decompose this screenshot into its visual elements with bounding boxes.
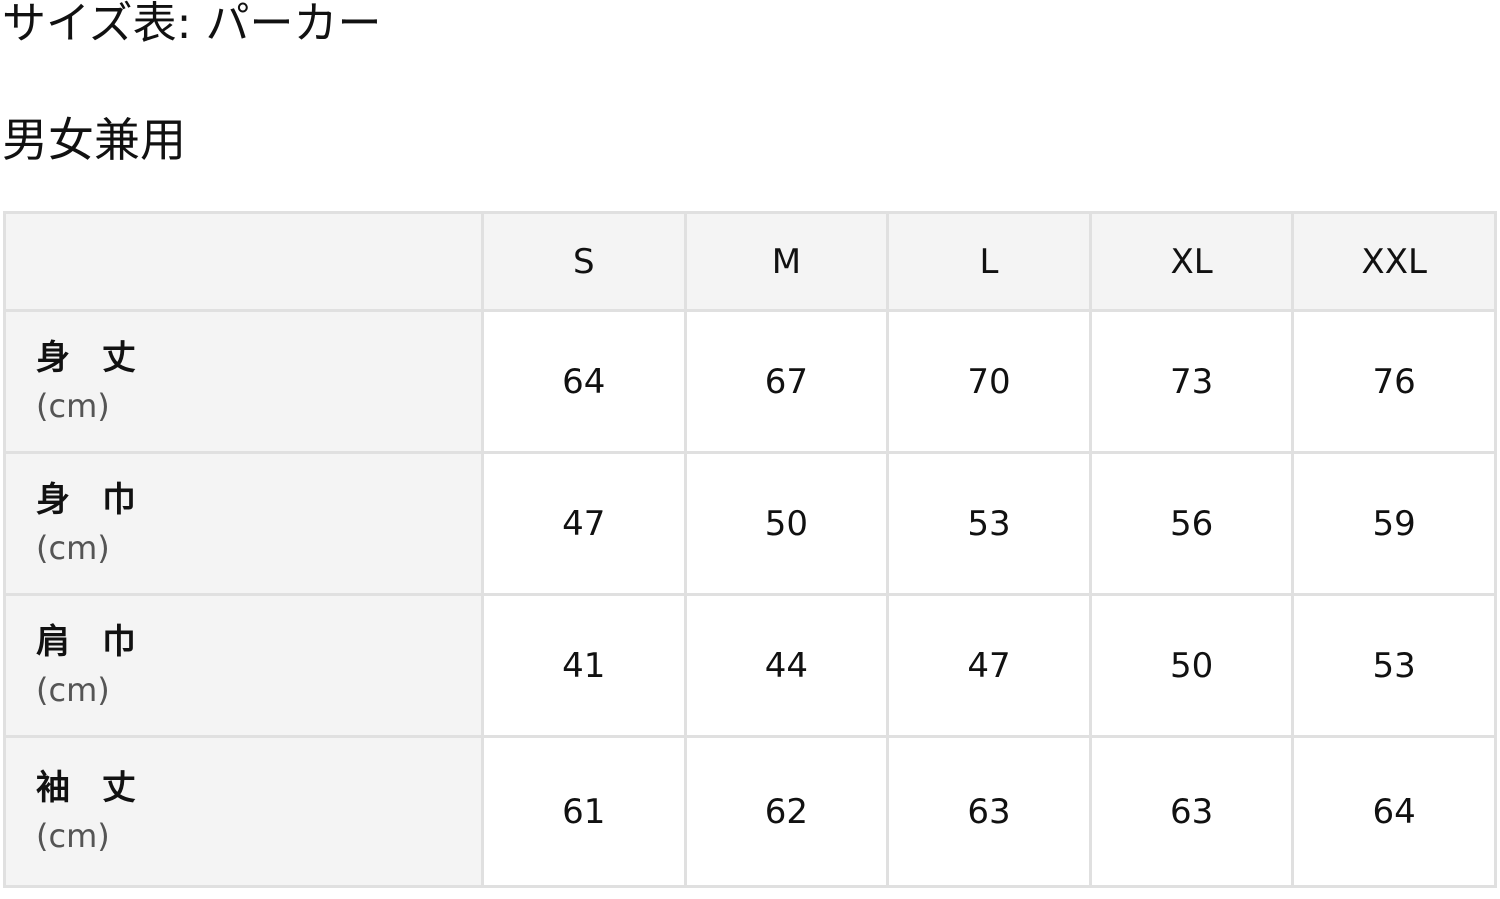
- page-title: サイズ表: パーカー: [2, 0, 382, 49]
- value-cell: 63: [886, 735, 1092, 888]
- value-cell: 62: [683, 735, 890, 888]
- value-cell: 50: [683, 451, 890, 596]
- value-cell: 76: [1291, 309, 1497, 454]
- measurement-unit: (cm): [36, 528, 110, 567]
- value-cell: 73: [1088, 309, 1295, 454]
- table-row: 身 巾 (cm) 47 50 53 56 59: [3, 451, 1497, 596]
- header-cell-xl: XL: [1088, 211, 1295, 312]
- value-cell: 64: [1291, 735, 1497, 888]
- table-row: 身 丈 (cm) 64 67 70 73 76: [3, 309, 1497, 454]
- value-cell: 63: [1088, 735, 1295, 888]
- header-cell-xxl: XXL: [1291, 211, 1497, 312]
- value-cell: 53: [886, 451, 1092, 596]
- table-row: 肩 巾 (cm) 41 44 47 50 53: [3, 593, 1497, 738]
- measurement-unit: (cm): [36, 386, 110, 425]
- value-cell: 44: [683, 593, 890, 738]
- header-cell-empty: [3, 211, 484, 312]
- row-label: 肩 巾 (cm): [3, 593, 483, 738]
- row-label: 身 丈 (cm): [3, 309, 483, 454]
- measurement-name: 身 丈: [36, 337, 146, 378]
- value-cell: 47: [481, 451, 687, 596]
- header-cell-s: S: [481, 211, 687, 312]
- table-row: 袖 丈 (cm) 61 62 63 63 64: [3, 735, 1497, 888]
- header-cell-m: M: [683, 211, 890, 312]
- value-cell: 47: [886, 593, 1092, 738]
- value-cell: 41: [481, 593, 687, 738]
- row-label: 袖 丈 (cm): [3, 735, 483, 888]
- header-cell-l: L: [886, 211, 1092, 312]
- value-cell: 50: [1088, 593, 1295, 738]
- value-cell: 59: [1291, 451, 1497, 596]
- value-cell: 67: [683, 309, 890, 454]
- value-cell: 53: [1291, 593, 1497, 738]
- size-table: S M L XL XXL 身 丈 (cm) 64 67 70 73 76 身 巾 (cm)…: [3, 211, 1497, 888]
- value-cell: 56: [1088, 451, 1295, 596]
- value-cell: 61: [481, 735, 687, 888]
- measurement-name: 肩 巾: [36, 621, 146, 662]
- measurement-unit: (cm): [36, 816, 110, 855]
- value-cell: 70: [886, 309, 1092, 454]
- value-cell: 64: [481, 309, 687, 454]
- table-header-row: S M L XL XXL: [3, 211, 1497, 312]
- row-label: 身 巾 (cm): [3, 451, 483, 596]
- measurement-name: 袖 丈: [36, 767, 146, 808]
- page-subtitle: 男女兼用: [2, 113, 186, 167]
- measurement-unit: (cm): [36, 670, 110, 709]
- measurement-name: 身 巾: [36, 479, 146, 520]
